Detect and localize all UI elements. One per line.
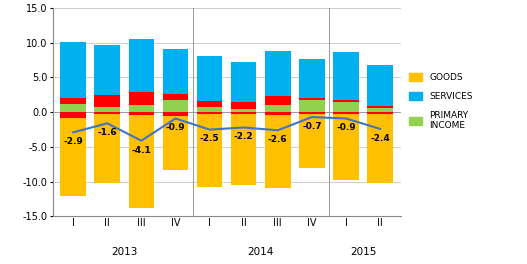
Bar	[61, 112, 86, 118]
Bar	[299, 100, 325, 112]
Bar	[61, 42, 86, 98]
Bar	[333, 100, 359, 102]
Legend: GOODS, SERVICES, PRIMARY
INCOME: GOODS, SERVICES, PRIMARY INCOME	[408, 73, 473, 130]
Bar	[197, 56, 222, 101]
Bar	[129, 92, 154, 105]
Text: -2.6: -2.6	[268, 135, 288, 144]
Bar	[129, 39, 154, 92]
Bar	[94, 112, 120, 183]
Bar	[333, 112, 359, 180]
Text: -2.4: -2.4	[370, 134, 390, 143]
Bar	[265, 105, 290, 112]
Bar	[333, 102, 359, 112]
Bar	[94, 95, 120, 107]
Bar	[299, 98, 325, 100]
Bar	[265, 112, 290, 188]
Text: -2.9: -2.9	[63, 137, 83, 146]
Bar	[197, 107, 222, 112]
Text: 2014: 2014	[248, 247, 274, 257]
Bar	[367, 112, 393, 183]
Bar	[197, 101, 222, 107]
Bar	[231, 109, 257, 112]
Bar	[231, 112, 257, 114]
Bar	[163, 49, 188, 94]
Text: -0.9: -0.9	[336, 123, 356, 132]
Bar	[129, 112, 154, 208]
Text: -2.5: -2.5	[200, 134, 219, 143]
Bar	[367, 112, 393, 114]
Text: -2.2: -2.2	[234, 132, 253, 141]
Bar	[61, 104, 86, 112]
Bar	[94, 107, 120, 112]
Bar	[367, 108, 393, 112]
Bar	[197, 112, 222, 187]
Bar	[367, 65, 393, 106]
Text: -0.7: -0.7	[302, 122, 321, 131]
Bar	[94, 45, 120, 95]
Bar	[231, 62, 257, 102]
Bar	[367, 106, 393, 108]
Bar	[231, 112, 257, 185]
Bar	[265, 112, 290, 115]
Text: -4.1: -4.1	[131, 145, 151, 154]
Text: 2013: 2013	[111, 247, 138, 257]
Bar	[163, 94, 188, 100]
Bar	[265, 51, 290, 96]
Bar	[299, 112, 325, 114]
Bar	[163, 100, 188, 112]
Text: -0.9: -0.9	[165, 123, 186, 132]
Bar	[129, 105, 154, 112]
Bar	[129, 112, 154, 115]
Bar	[333, 112, 359, 114]
Bar	[61, 98, 86, 104]
Bar	[299, 112, 325, 168]
Text: 2015: 2015	[350, 247, 376, 257]
Text: -1.6: -1.6	[97, 128, 117, 137]
Bar	[94, 112, 120, 114]
Bar	[163, 112, 188, 170]
Bar	[163, 112, 188, 116]
Bar	[231, 102, 257, 109]
Bar	[265, 96, 290, 105]
Bar	[299, 59, 325, 98]
Bar	[333, 53, 359, 100]
Bar	[197, 112, 222, 114]
Bar	[61, 112, 86, 196]
